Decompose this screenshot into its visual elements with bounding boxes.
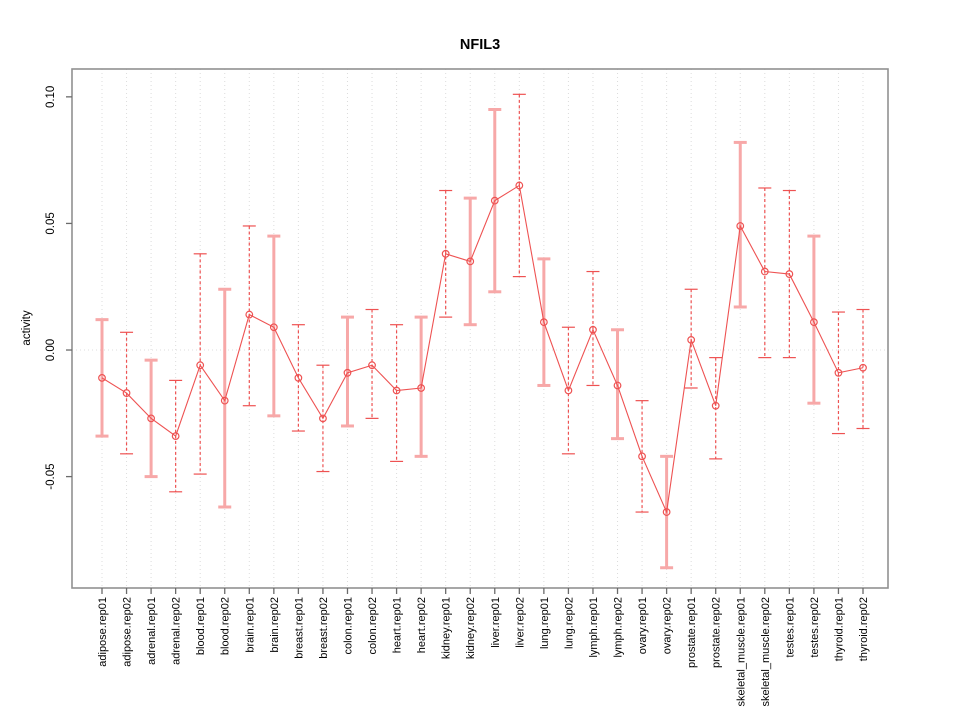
data-point (834, 368, 843, 377)
x-tick-label: testes.rep01 (784, 597, 796, 658)
x-tick-label: kidney.rep01 (441, 597, 453, 659)
chart-title: NFIL3 (459, 37, 501, 53)
x-tick-label: liver.rep01 (490, 597, 502, 648)
data-point (564, 386, 573, 395)
data-point (785, 270, 794, 278)
x-tick-label: prostate.rep01 (686, 597, 698, 668)
data-point (638, 452, 646, 461)
data-point (441, 249, 450, 258)
x-tick-label: adrenal.rep02 (171, 597, 183, 665)
data-point (736, 222, 745, 230)
y-tick-label: -0.05 (45, 463, 57, 489)
data-point (319, 414, 327, 423)
x-tick-label: testes.rep02 (809, 597, 821, 658)
series-line (101, 184, 864, 515)
data-point (515, 181, 524, 190)
x-tick-label: adrenal.rep01 (146, 597, 158, 665)
y-tick-label: 0.05 (45, 212, 57, 234)
x-tick-label: liver.rep02 (514, 597, 526, 648)
y-tick-label: 0.00 (45, 339, 57, 361)
x-tick-label: blood.rep01 (195, 597, 207, 655)
x-tick-label: brain.rep02 (269, 597, 281, 653)
data-point (417, 384, 426, 392)
x-tick-label: skeletal_muscle.rep02 (760, 597, 772, 706)
x-tick-label: colon.rep02 (367, 597, 379, 655)
x-tick-label: lymph.rep01 (588, 597, 600, 658)
data-point (760, 267, 769, 276)
y-tick-label: 0.10 (45, 86, 57, 108)
data-point (245, 310, 254, 319)
data-point (589, 325, 597, 334)
x-tick-label: prostate.rep02 (711, 597, 723, 668)
data-point (343, 368, 352, 377)
data-point (196, 361, 205, 370)
x-tick-label: brain.rep01 (244, 597, 256, 653)
x-tick-label: adipose.rep01 (97, 597, 109, 667)
x-tick-label: breast.rep01 (293, 597, 305, 659)
data-point (711, 401, 720, 410)
data-point (466, 257, 475, 266)
x-tick-label: adipose.rep02 (122, 597, 134, 667)
data-point (122, 389, 131, 397)
x-tick-label: lung.rep01 (539, 597, 551, 649)
data-point (613, 381, 622, 390)
x-tick-label: colon.rep01 (342, 597, 354, 655)
x-tick-label: ovary.rep02 (662, 597, 674, 654)
data-point (171, 432, 180, 440)
x-tick-label: thyroid.rep02 (858, 597, 870, 661)
x-tick-label: skeletal_muscle.rep01 (735, 597, 747, 706)
data-point (294, 373, 303, 382)
data-point (687, 335, 696, 344)
data-point (269, 323, 278, 332)
x-tick-label: heart.rep02 (416, 597, 428, 653)
data-point (98, 373, 106, 382)
x-tick-label: lymph.rep02 (613, 597, 625, 658)
data-point (859, 363, 867, 372)
data-point (539, 318, 548, 327)
x-tick-label: heart.rep01 (392, 597, 404, 653)
data-point (810, 318, 818, 327)
x-tick-label: lung.rep02 (563, 597, 575, 649)
data-point (662, 508, 671, 516)
x-tick-label: breast.rep02 (318, 597, 330, 659)
x-tick-label: ovary.rep01 (637, 597, 649, 654)
data-point (392, 386, 401, 395)
x-tick-label: thyroid.rep01 (833, 597, 845, 661)
data-point (490, 196, 499, 205)
x-tick-label: kidney.rep02 (465, 597, 477, 659)
data-point (147, 414, 155, 423)
data-point (368, 361, 376, 370)
plot-border (71, 68, 889, 589)
x-tick-label: blood.rep02 (220, 597, 232, 655)
data-point (220, 396, 229, 405)
